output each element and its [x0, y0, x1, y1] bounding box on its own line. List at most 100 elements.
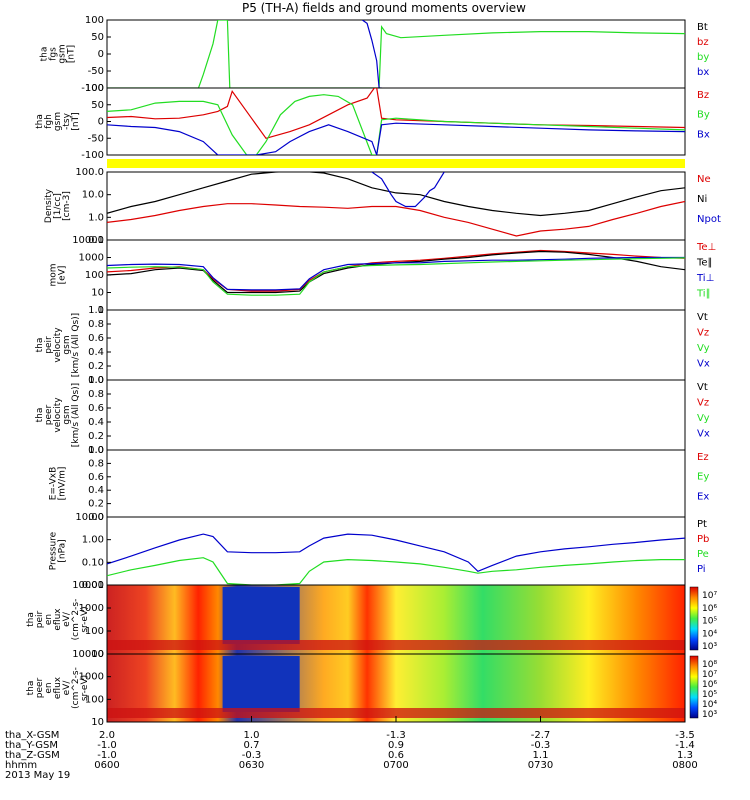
- hot-plasma-gap: [222, 587, 300, 644]
- y-axis-label-line: gsm: [62, 405, 72, 424]
- legend-fgs: by: [697, 52, 709, 63]
- y-axis-label-line: Density: [44, 188, 54, 223]
- y-axis-label: thapeirvelocitygsm[km/s (All Qs)]: [35, 313, 81, 377]
- legend-fgh: By: [697, 110, 710, 121]
- legend-exb: Ex: [697, 491, 709, 502]
- y-tick-label: 100.0: [75, 167, 104, 178]
- colorbar-tick-label: 10⁵: [702, 690, 717, 700]
- row-value: -0.3: [242, 750, 262, 761]
- series-line-By: [107, 94, 685, 155]
- row-value: -0.3: [531, 740, 551, 751]
- series-line-Ni: [107, 172, 685, 217]
- row-value: -1.0: [97, 750, 117, 761]
- y-tick-label: 0.8: [88, 458, 104, 469]
- y-tick-label: 0.0: [88, 512, 104, 523]
- y-tick-label: 0.1: [88, 235, 104, 246]
- row-value: 1.1: [533, 750, 549, 761]
- row-value: 0.9: [388, 740, 404, 751]
- panel-frame: [106, 87, 686, 156]
- series-fgh: [107, 88, 685, 155]
- legend-mom: Te∥: [696, 258, 713, 269]
- row-label-tha_Y-GSM: tha_Y-GSM: [5, 740, 58, 751]
- legend-peir: Vx: [697, 359, 710, 370]
- series-mom: [107, 249, 685, 296]
- y-axis-label-line: Pressure: [49, 531, 59, 570]
- panel-frame: [106, 239, 686, 311]
- y-axis-label-line: (cm^2-s-: [71, 599, 81, 641]
- colorbar-tick-label: 10³: [702, 642, 717, 652]
- y-tick-label: 10: [91, 288, 104, 299]
- legend-density: Ni: [697, 194, 707, 205]
- panel-peer_en: 10⁸10⁷10⁶10⁵10⁴10³10000100010010thapeere…: [26, 649, 717, 728]
- y-axis-label-line: [eV]: [58, 266, 68, 285]
- colorbar-tick-label: 10⁶: [702, 680, 717, 690]
- panel-peer: Vt Vz Vy Vx 1.0 0.8 0.6 0.4 0.2 0.0 thapeervelocit…: [35, 375, 710, 456]
- spectrogram-peer_en: [107, 654, 685, 722]
- legend-mom: Ti∥: [696, 289, 711, 300]
- y-tick-label: 100: [85, 694, 104, 705]
- panel-pressure: Pt Pb Pe Pi 10.00 1.00 0.10 0.01 Pressure[nPa]: [49, 512, 710, 591]
- y-axis-label-line: fgs: [49, 47, 59, 61]
- y-axis-label-line: gsm: [62, 335, 72, 354]
- date-label: 2013 May 19: [5, 770, 70, 781]
- legend-peer: Vy: [697, 413, 710, 424]
- y-tick-label: -50: [88, 133, 104, 144]
- row-value: 0800: [672, 760, 697, 771]
- colorbar-tick-label: 10⁵: [702, 617, 717, 627]
- y-tick-label: 0.10: [82, 557, 104, 568]
- y-tick-label: 10.0: [82, 190, 104, 201]
- row-value: 0600: [94, 760, 119, 771]
- y-tick-label: 100: [85, 83, 104, 94]
- colorbar: 10⁷ 10⁶ 10⁵ 10⁴ 10³: [689, 586, 717, 652]
- legend-pressure: Pb: [697, 534, 709, 545]
- y-tick-label: 10: [91, 717, 104, 728]
- colorbar-scale: [689, 655, 699, 719]
- y-tick-label: -50: [88, 66, 104, 77]
- y-axis-label-line: tha: [35, 114, 45, 129]
- series-density: [107, 172, 685, 237]
- y-axis-label-line: gsm: [58, 44, 68, 63]
- y-axis-label-line: tha: [35, 408, 45, 423]
- colorbar-tick-label: 10⁸: [702, 660, 717, 670]
- y-axis-label-line: eflux: [53, 608, 63, 631]
- y-tick-label: 0.8: [88, 389, 104, 400]
- row-value: -2.7: [531, 730, 551, 741]
- row-value: -1.3: [386, 730, 406, 741]
- legend-fgs: bx: [697, 67, 709, 78]
- panel-peir_en: 10⁷10⁶10⁵10⁴10³10000100010010thapeirenef…: [26, 580, 717, 660]
- legend-mom: Ti⊥: [696, 273, 714, 284]
- y-tick-label: 0: [98, 117, 104, 128]
- colorbar-tick-label: 10⁴: [702, 700, 717, 710]
- y-axis-label-line: mom: [49, 263, 59, 286]
- y-axis-label: thafgsgsm[nT]: [40, 44, 77, 63]
- legend-peer: Vx: [697, 429, 710, 440]
- y-axis-label-line: eflux: [53, 676, 63, 699]
- y-tick-label: 100: [85, 270, 104, 281]
- y-tick-label: 1000: [79, 603, 104, 614]
- row-label-tha_Z-GSM: tha_Z-GSM: [5, 750, 60, 761]
- panel-fgs: Bt bz by bx 100 50 0 -50 -100 thafgsgsm[nT]: [40, 15, 710, 94]
- y-tick-label: 0.0: [88, 445, 104, 456]
- panel-frame: [106, 379, 686, 451]
- series-line-Ne: [107, 200, 685, 237]
- row-value: -3.5: [675, 730, 695, 741]
- series-line-bx: [361, 20, 382, 88]
- y-tick-label: 0.2: [88, 361, 104, 372]
- row-value: -1.0: [97, 740, 117, 751]
- y-axis-label-line: [mV/m]: [58, 467, 68, 501]
- series-fgs: [107, 20, 685, 88]
- y-tick-label: -100: [81, 150, 104, 161]
- row-label-hhmm: hhmm: [5, 760, 37, 771]
- panels: Btbzbybx100500-50-100thafgsgsm[nT]BzByBx…: [26, 15, 721, 728]
- colorbar-tick-label: 10³: [702, 710, 717, 720]
- legend-peir: Vy: [697, 343, 710, 354]
- y-tick-label: -100: [81, 83, 104, 94]
- time-axis-labels: tha_X-GSM 2.0 1.0 -1.3 -2.7 -3.5 tha_Y-GSM -1.0…: [5, 730, 698, 781]
- y-tick-label: 1: [98, 305, 104, 316]
- y-axis-label-line: (cm^2-s-: [71, 667, 81, 709]
- row-label-tha_X-GSM: tha_X-GSM: [5, 730, 59, 741]
- y-tick-label: 0.4: [88, 485, 104, 496]
- row-value: 0730: [528, 760, 553, 771]
- series-pressure: [107, 533, 685, 585]
